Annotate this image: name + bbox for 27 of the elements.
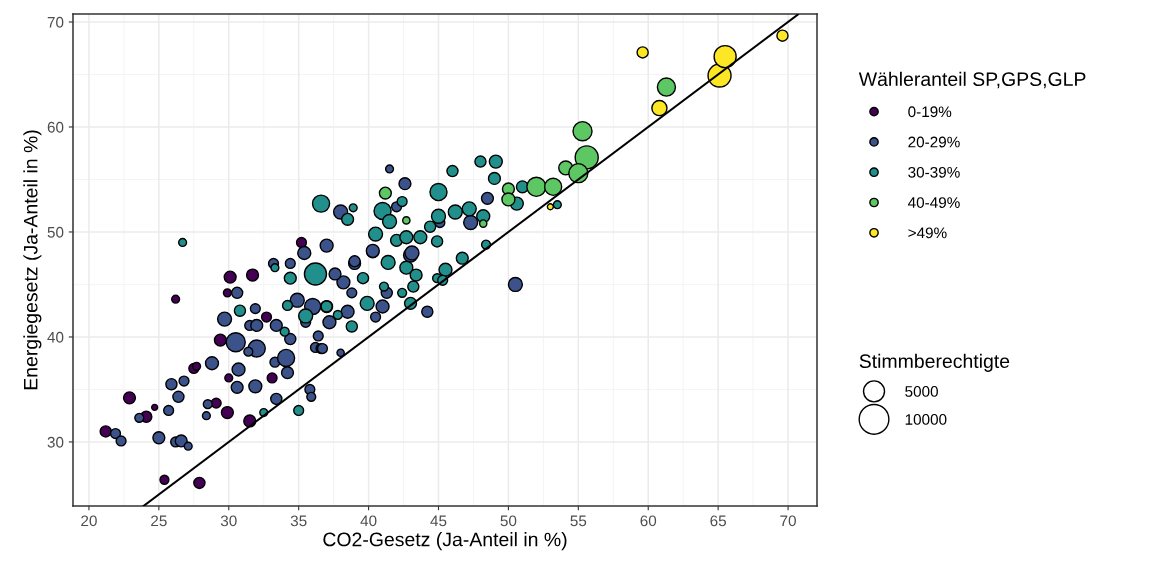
- legend-label: 5000: [905, 386, 938, 397]
- x-tick-label: 55: [570, 515, 587, 527]
- legend-label: 0-19%: [908, 106, 952, 118]
- x-tick-label: 20: [81, 515, 97, 527]
- y-tick-label: 50: [47, 226, 64, 238]
- y-tick-label: 60: [47, 121, 64, 133]
- y-axis-title: Energiegesetz (Ja-Anteil in %): [23, 130, 42, 390]
- x-tick-label: 25: [151, 515, 167, 527]
- legend-label: 30-39%: [908, 166, 960, 178]
- legend-label: >49%: [908, 227, 947, 239]
- x-tick-label: 50: [500, 515, 517, 527]
- x-tick-label: 60: [640, 515, 657, 527]
- x-tick-label: 40: [360, 515, 377, 527]
- x-tick-label: 45: [430, 515, 447, 527]
- y-tick-label: 70: [47, 16, 64, 28]
- legend-title: Wähleranteil SP,GPS,GLP: [858, 71, 1086, 89]
- text: Stimmberechtigte: [859, 353, 1010, 372]
- x-tick-label: 35: [290, 515, 307, 527]
- legend-label: 40-49%: [907, 197, 960, 208]
- y-tick-label: 40: [47, 331, 64, 343]
- x-tick-label: 65: [710, 515, 726, 527]
- x-axis-title: CO2-Gesetz (Ja-Anteil in %): [323, 532, 567, 551]
- y-tick-label: 30: [47, 436, 64, 448]
- x-tick-label: 30: [220, 515, 237, 527]
- x-tick-label: 70: [780, 515, 796, 527]
- legend-label: 20-29%: [908, 136, 960, 148]
- legend-label: 10000: [905, 414, 947, 425]
